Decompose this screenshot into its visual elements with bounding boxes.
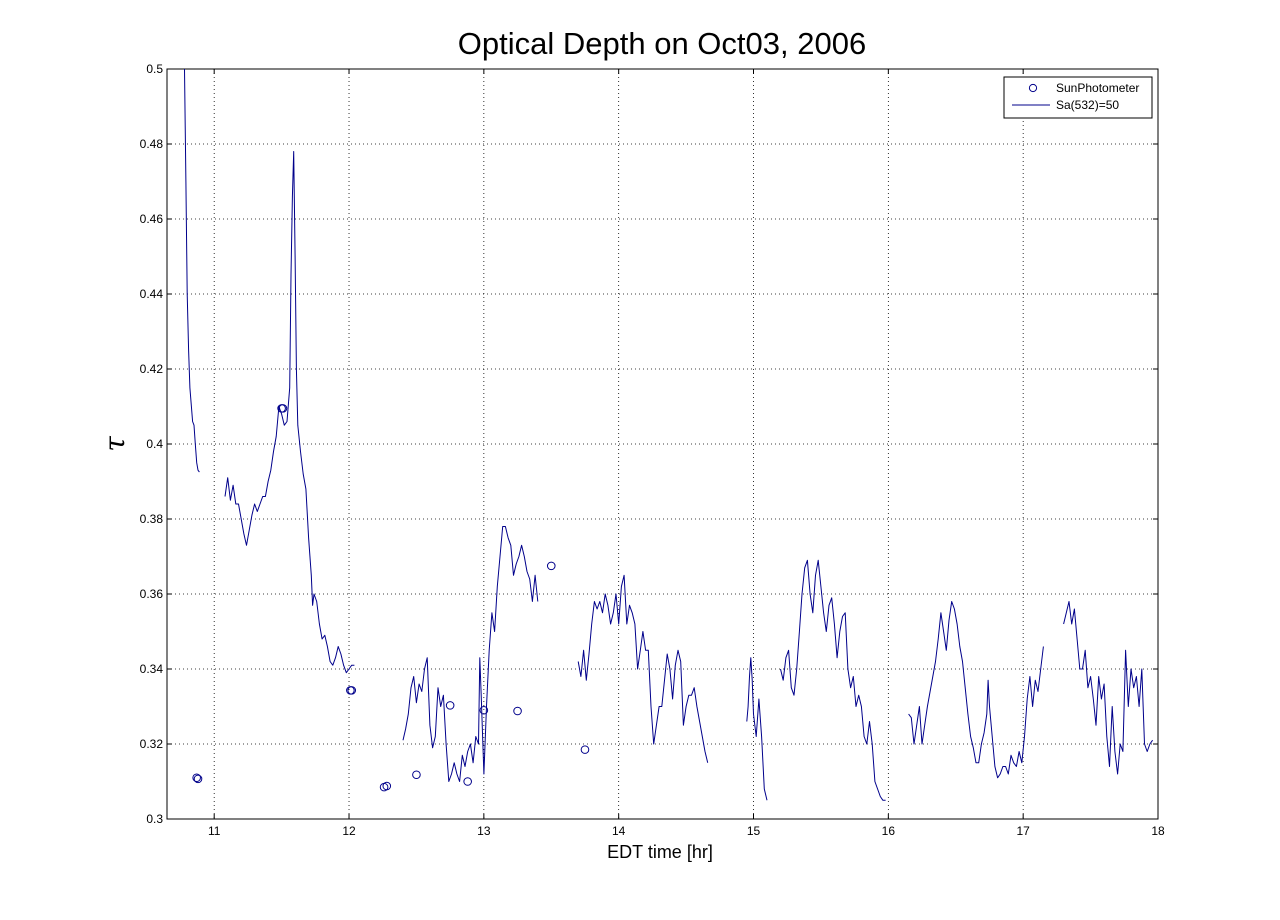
sunphotometer-point (347, 686, 357, 695)
sunphotometer-point (479, 705, 489, 715)
sunphotometer-point (278, 404, 288, 413)
sunphotometer-point (445, 701, 455, 710)
legend-label-sa532: Sa(532)=50 (1056, 98, 1119, 112)
x-tick-label: 12 (342, 824, 356, 838)
y-tick-label: 0.38 (140, 512, 164, 526)
x-tick-label: 14 (612, 824, 626, 838)
y-tick-label: 0.46 (140, 212, 164, 226)
legend-box (1003, 76, 1153, 119)
y-tick-label: 0.32 (140, 737, 164, 751)
sa532-line-segment (402, 526, 539, 782)
x-axis-label: EDT time [hr] (607, 842, 713, 862)
sunphotometer-point (546, 561, 556, 571)
sunphotometer-point (513, 706, 522, 716)
legend-label-sunphotometer: SunPhotometer (1056, 81, 1139, 95)
x-tick-label: 15 (747, 824, 761, 838)
sunphotometer-point (412, 770, 421, 780)
sunphotometer-point (580, 745, 590, 754)
sa532-line-segment (746, 657, 768, 801)
x-tick-label: 11 (208, 824, 221, 838)
y-tick-label: 0.3 (146, 812, 163, 826)
sa532-line-segment (224, 151, 355, 674)
x-tick-label: 17 (1016, 824, 1030, 838)
sunphotometer-point (193, 774, 203, 784)
y-tick-label: 0.44 (140, 287, 164, 301)
legend-marker-sunphotometer (1028, 83, 1038, 93)
legend: SunPhotometer Sa(532)=50 (1003, 76, 1153, 119)
y-tick-label: 0.42 (140, 362, 164, 376)
y-tick-label: 0.4 (146, 437, 163, 451)
x-tick-label: 13 (477, 824, 491, 838)
y-tick-label: 0.34 (140, 662, 164, 676)
sunphotometer-point (192, 773, 201, 783)
y-tick-label: 0.36 (140, 587, 164, 601)
x-tick-label: 18 (1151, 824, 1165, 838)
sa532-line-segment (184, 69, 200, 473)
axis-ticks: 11 12 13 14 15 16 17 18 0.3 0.32 0.34 0.36 0.38 0.4 0.… (140, 62, 1165, 838)
sunphotometer-point (382, 781, 392, 791)
y-tick-label: 0.48 (140, 137, 164, 151)
sa532-line-segment (908, 601, 1044, 779)
y-tick-label: 0.5 (146, 62, 163, 76)
y-axis-label: τ (98, 436, 131, 452)
sa532-line-segment (780, 559, 886, 801)
sunphotometer-point (463, 777, 472, 786)
series-layer (184, 69, 1154, 801)
chart-title: Optical Depth on Oct03, 2006 (458, 26, 866, 61)
x-tick-label: 16 (882, 824, 896, 838)
sa532-line-segment (1063, 601, 1154, 775)
sa532-line-segment (577, 574, 709, 763)
